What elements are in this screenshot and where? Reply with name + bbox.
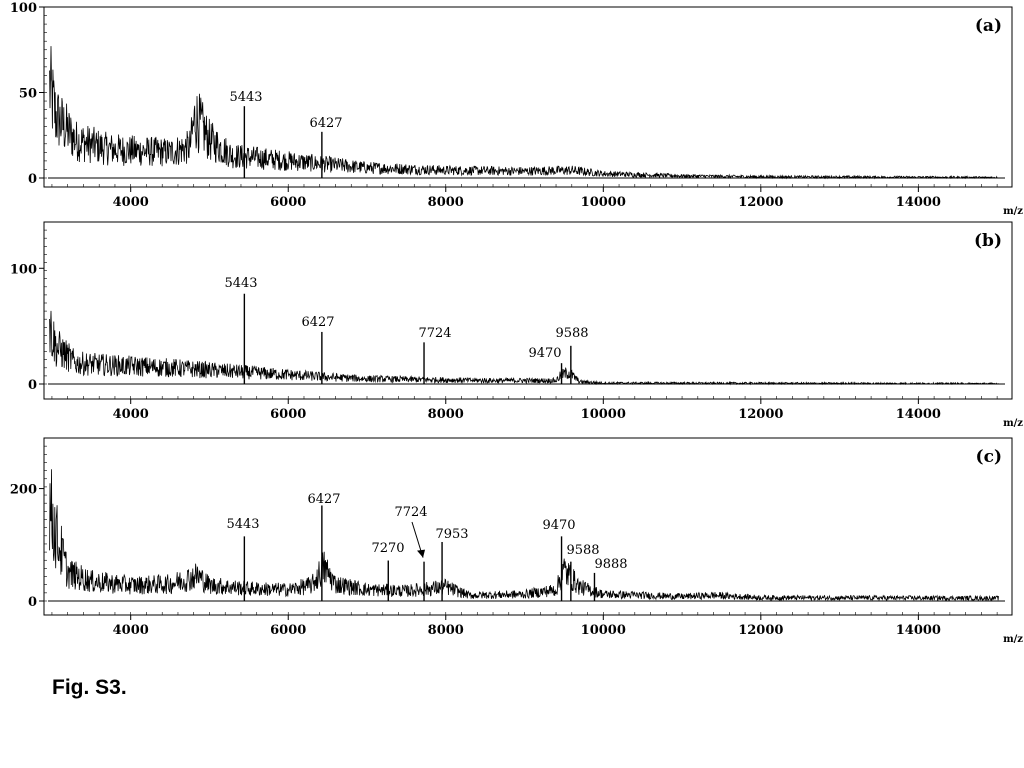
panel-label: (c) xyxy=(976,447,1002,467)
x-tick-label: 12000 xyxy=(738,195,783,210)
x-axis-label: m/z xyxy=(1003,206,1023,217)
peak-label: 7270 xyxy=(371,541,404,556)
y-tick-label: 100 xyxy=(10,1,37,16)
peak-label: 6427 xyxy=(307,492,340,507)
peak-label: 7724 xyxy=(418,326,451,341)
peak-label: 9470 xyxy=(542,518,575,533)
spectrum-trace xyxy=(49,46,999,180)
peak-label: 7724 xyxy=(394,505,427,520)
y-tick-label: 100 xyxy=(10,262,37,277)
peak-label: 6427 xyxy=(301,315,334,330)
x-tick-label: 14000 xyxy=(896,407,941,422)
x-axis-label: m/z xyxy=(1003,634,1023,645)
x-tick-label: 8000 xyxy=(428,195,464,210)
x-tick-label: 10000 xyxy=(581,623,626,638)
y-tick-label: 0 xyxy=(28,172,37,187)
panel-label: (b) xyxy=(974,231,1002,251)
x-tick-label: 8000 xyxy=(428,407,464,422)
spectrum-panel-a: 0 50 100 4000 6000 8000 10000 12000 14000 m/z (a) 5… xyxy=(10,1,1023,217)
y-tick-label: 0 xyxy=(28,595,37,610)
figure-caption: Fig. S3. xyxy=(52,676,127,699)
x-axis-label: m/z xyxy=(1003,418,1023,429)
peak-label: 5443 xyxy=(229,90,262,105)
peak-label: 9588 xyxy=(555,326,588,341)
peak-label: 9588 xyxy=(566,543,599,558)
x-tick-label: 6000 xyxy=(270,623,306,638)
x-tick-label: 4000 xyxy=(113,407,149,422)
peak-label: 7953 xyxy=(435,527,468,542)
panel-label: (a) xyxy=(975,16,1002,36)
x-tick-label: 8000 xyxy=(428,623,464,638)
x-tick-label: 6000 xyxy=(270,407,306,422)
x-tick-label: 12000 xyxy=(738,623,783,638)
y-tick-label: 50 xyxy=(19,87,37,102)
spectrum-panel-c: 0 200 4000 6000 8000 10000 12000 14000 m/z (c) 544… xyxy=(10,437,1023,645)
x-tick-label: 14000 xyxy=(896,195,941,210)
peak-label: 6427 xyxy=(309,116,342,131)
x-tick-label: 4000 xyxy=(113,623,149,638)
spectrum-trace xyxy=(49,310,999,386)
peak-label: 9470 xyxy=(528,346,561,361)
x-tick-label: 10000 xyxy=(581,407,626,422)
spectrum-trace xyxy=(49,469,999,602)
x-tick-label: 10000 xyxy=(581,195,626,210)
x-tick-label: 6000 xyxy=(270,195,306,210)
spectrum-panel-b: 0 100 4000 6000 8000 10000 12000 14000 m/z (b) 544… xyxy=(10,221,1023,429)
peak-label: 5443 xyxy=(224,276,257,291)
panel-frame xyxy=(43,221,1013,400)
x-tick-label: 12000 xyxy=(738,407,783,422)
annotation-arrowhead xyxy=(417,549,426,558)
panel-frame xyxy=(43,6,1013,188)
peak-label: 9888 xyxy=(594,557,627,572)
y-tick-label: 0 xyxy=(28,378,37,393)
y-tick-label: 200 xyxy=(10,483,37,498)
x-tick-label: 4000 xyxy=(113,195,149,210)
panel-frame xyxy=(43,437,1013,616)
x-tick-label: 14000 xyxy=(896,623,941,638)
peak-label: 5443 xyxy=(226,517,259,532)
